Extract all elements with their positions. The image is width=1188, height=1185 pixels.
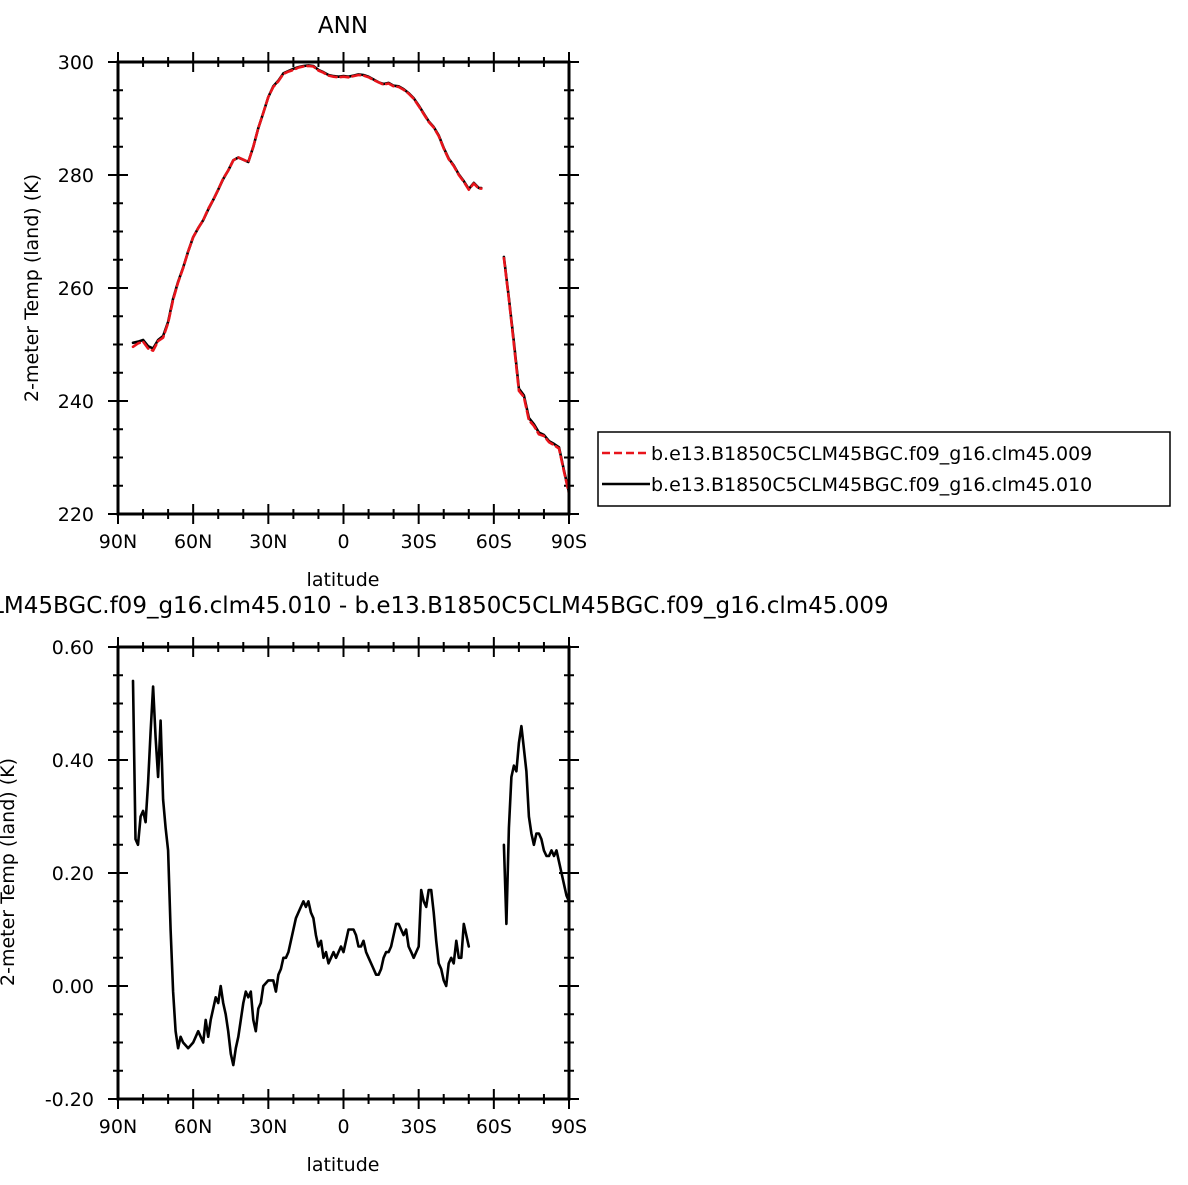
- x-tick-label: 0: [337, 531, 349, 553]
- x-tick-label: 90S: [551, 531, 587, 553]
- series-line-2-segment-2: [502, 255, 571, 494]
- plot-frame: [116, 645, 571, 1101]
- x-axis-label: latitude: [307, 1154, 380, 1176]
- x-tick-label: 90N: [99, 1116, 137, 1138]
- series-line-1-segment-2: [502, 256, 571, 495]
- x-tick-label: 30S: [401, 1116, 437, 1138]
- legend-box: [597, 431, 1171, 507]
- x-tick-label: 60S: [476, 1116, 512, 1138]
- x-tick-label: 0: [337, 1116, 349, 1138]
- y-tick-label: 0.40: [52, 750, 94, 772]
- series-line-1-segment-1: [131, 64, 483, 352]
- chart-panel-absolute: ANN 2-meter Temp (land) (K) latitude 90N…: [21, 13, 587, 591]
- y-tick-label: 280: [58, 165, 94, 187]
- y-tick-label: 0.60: [52, 637, 94, 659]
- plot-area: [131, 679, 571, 1067]
- y-axis-label: 2-meter Temp (land) (K): [0, 758, 19, 986]
- x-tick-label: 30N: [249, 531, 287, 553]
- x-tick-label: 30N: [249, 1116, 287, 1138]
- y-axis-label: 2-meter Temp (land) (K): [21, 174, 43, 402]
- plot-frame: [116, 60, 571, 516]
- plot-area: [131, 64, 571, 495]
- y-tick-label: -0.20: [45, 1089, 94, 1111]
- x-tick-label: 60N: [174, 1116, 212, 1138]
- series-line-2-segment-1: [131, 64, 483, 350]
- legend-label: b.e13.B1850C5CLM45BGC.f09_g16.clm45.009: [651, 443, 1092, 465]
- legend-label: b.e13.B1850C5CLM45BGC.f09_g16.clm45.010: [651, 474, 1092, 496]
- tick-labels: 90N 60N 30N 0 30S 60S 90S 0.60 0.40 0.20 0.00 -0.20: [45, 637, 587, 1138]
- chart-panel-difference: b.e13.B1850C5CLM45BGC.f09_g16.clm45.010 …: [0, 593, 889, 1176]
- y-tick-label: 300: [58, 52, 94, 74]
- legend: b.e13.B1850C5CLM45BGC.f09_g16.clm45.009 …: [597, 431, 1171, 507]
- chart-title: ANN: [318, 13, 368, 39]
- x-tick-label: 30S: [401, 531, 437, 553]
- x-tick-label: 90N: [99, 531, 137, 553]
- series-line-1-segment-2: [502, 724, 571, 926]
- y-tick-label: 260: [58, 278, 94, 300]
- y-tick-label: 240: [58, 391, 94, 413]
- x-tick-label: 60N: [174, 531, 212, 553]
- y-tick-label: 220: [58, 504, 94, 526]
- x-tick-label: 90S: [551, 1116, 587, 1138]
- tick-labels: 90N 60N 30N 0 30S 60S 90S 300 280 260 240 220: [58, 52, 587, 553]
- legend-item: b.e13.B1850C5CLM45BGC.f09_g16.clm45.010: [602, 474, 1092, 496]
- y-tick-label: 0.20: [52, 863, 94, 885]
- x-axis-label: latitude: [307, 569, 380, 591]
- legend-item: b.e13.B1850C5CLM45BGC.f09_g16.clm45.009: [602, 443, 1092, 465]
- series-line-1-segment-1: [131, 679, 471, 1067]
- y-tick-label: 0.00: [52, 976, 94, 998]
- x-tick-label: 60S: [476, 531, 512, 553]
- chart-title: b.e13.B1850C5CLM45BGC.f09_g16.clm45.010 …: [0, 593, 889, 619]
